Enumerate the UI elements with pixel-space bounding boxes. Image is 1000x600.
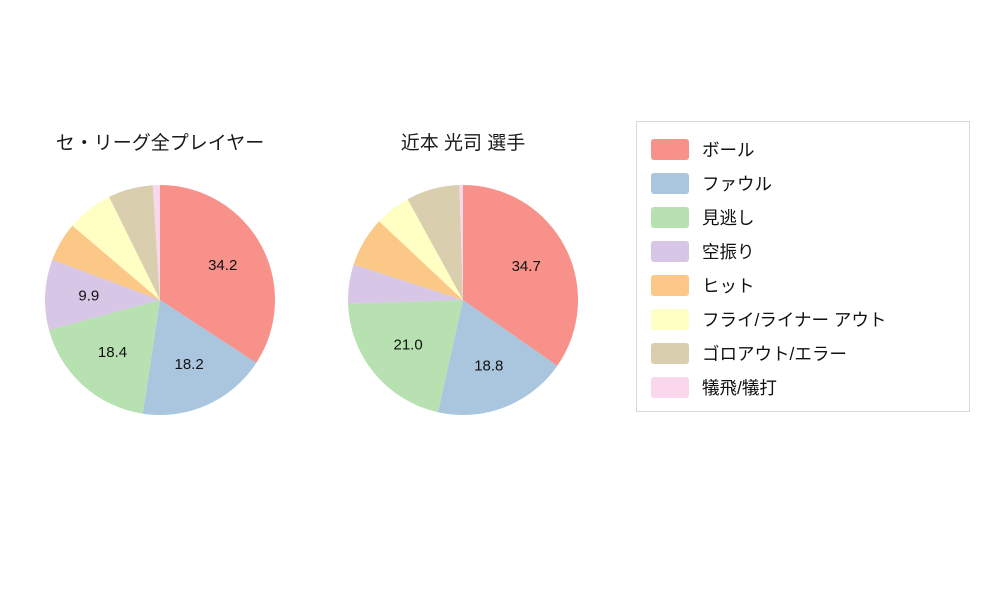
pie-slice <box>109 185 160 300</box>
pie-slice <box>52 225 160 300</box>
pie-slice <box>459 185 463 300</box>
pie-slice <box>463 185 578 366</box>
slice-value-label: 18.8 <box>474 357 503 374</box>
pie-chart-player: 近本 光司 選手 34.7 18.8 21.0 <box>348 120 578 440</box>
legend-item: フライ/ライナー アウト <box>651 302 969 336</box>
legend-label: 空振り <box>702 241 755 262</box>
legend-item: ファウル <box>651 166 969 200</box>
pie-slice <box>48 300 161 414</box>
pie-slice <box>72 196 160 300</box>
legend: ボール ファウル 見逃し 空振り ヒット フライ/ライナー アウト ゴロアウト/… <box>636 121 970 412</box>
pie-slice <box>160 185 275 363</box>
pie-slice <box>353 221 463 300</box>
pie-slice <box>407 185 463 300</box>
pie-slice <box>142 300 257 415</box>
pie-player: 34.7 18.8 21.0 <box>348 185 578 415</box>
legend-item: 空振り <box>651 234 969 268</box>
legend-swatch-looking <box>651 206 689 228</box>
legend-swatch-sacrifice <box>651 376 689 398</box>
pie-slice <box>437 300 558 415</box>
pie-slice <box>45 259 160 330</box>
legend-swatch-ball <box>651 138 689 160</box>
legend-label: ゴロアウト/エラー <box>702 343 847 364</box>
slice-value-label: 18.2 <box>174 356 203 373</box>
pie-chart-league: セ・リーグ全プレイヤー 34.2 18.2 18.4 9.9 <box>45 120 275 440</box>
chart-title-league: セ・リーグ全プレイヤー <box>55 133 265 154</box>
legend-item: ヒット <box>651 268 969 302</box>
legend-swatch-swing-miss <box>651 240 689 262</box>
legend-item: 見逃し <box>651 200 969 234</box>
legend-swatch-ground-out-error <box>651 342 689 364</box>
slice-value-label: 34.2 <box>208 257 237 274</box>
legend-label: ヒット <box>702 275 755 296</box>
legend-label: フライ/ライナー アウト <box>702 309 887 330</box>
legend-item: ボール <box>651 132 969 166</box>
slice-value-label: 9.9 <box>78 288 99 305</box>
legend-item: 犠飛/犠打 <box>651 370 969 404</box>
legend-label: ファウル <box>702 173 772 194</box>
legend-swatch-foul <box>651 172 689 194</box>
legend-item: ゴロアウト/エラー <box>651 336 969 370</box>
legend-label: 見逃し <box>702 207 755 228</box>
legend-swatch-hit <box>651 274 689 296</box>
legend-label: 犠飛/犠打 <box>702 377 777 398</box>
pie-slice <box>348 264 463 304</box>
slice-value-label: 34.7 <box>512 258 541 275</box>
slice-value-label: 21.0 <box>393 336 422 353</box>
slice-value-label: 18.4 <box>98 344 127 361</box>
legend-swatch-fly-liner-out <box>651 308 689 330</box>
pie-slice <box>152 185 160 300</box>
legend-label: ボール <box>702 139 755 160</box>
pie-slice <box>379 199 463 300</box>
pie-league: 34.2 18.2 18.4 9.9 <box>45 185 275 415</box>
chart-title-player: 近本 光司 選手 <box>400 133 526 154</box>
pie-slice <box>348 300 463 413</box>
